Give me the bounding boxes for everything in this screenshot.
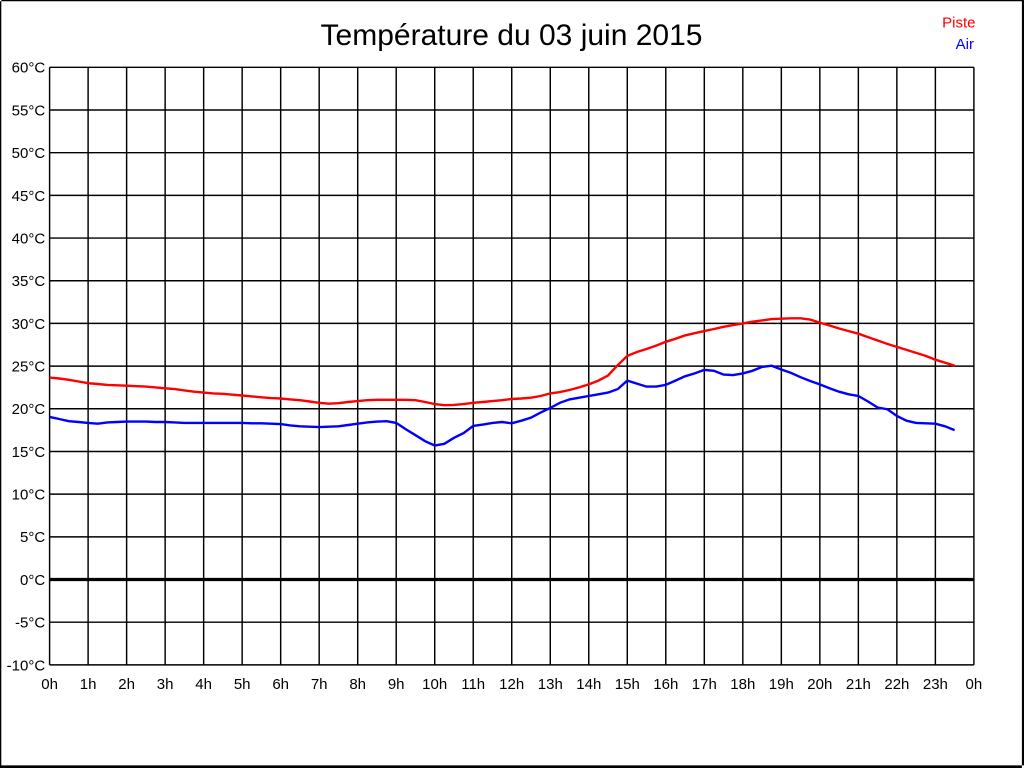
svg-text:5h: 5h xyxy=(234,676,251,693)
svg-text:15h: 15h xyxy=(615,676,640,693)
svg-text:Air: Air xyxy=(956,36,974,53)
svg-text:12h: 12h xyxy=(499,676,524,693)
svg-text:8h: 8h xyxy=(349,676,366,693)
svg-text:0°C: 0°C xyxy=(20,572,45,589)
svg-text:11h: 11h xyxy=(461,676,485,693)
svg-text:60°C: 60°C xyxy=(12,60,46,77)
svg-text:14h: 14h xyxy=(576,676,601,693)
svg-text:18h: 18h xyxy=(730,676,755,693)
svg-text:35°C: 35°C xyxy=(12,273,46,290)
svg-text:-10°C: -10°C xyxy=(7,657,46,674)
svg-text:-5°C: -5°C xyxy=(15,615,45,632)
svg-text:25°C: 25°C xyxy=(12,359,46,376)
svg-text:45°C: 45°C xyxy=(12,188,46,205)
svg-text:4h: 4h xyxy=(195,676,212,693)
svg-text:3h: 3h xyxy=(157,676,174,693)
svg-text:21h: 21h xyxy=(846,676,871,693)
svg-text:20°C: 20°C xyxy=(12,401,46,418)
svg-text:20h: 20h xyxy=(807,676,832,693)
svg-text:10°C: 10°C xyxy=(12,487,46,504)
svg-text:30°C: 30°C xyxy=(12,316,46,333)
svg-text:5°C: 5°C xyxy=(20,529,45,546)
svg-text:6h: 6h xyxy=(272,676,289,693)
svg-text:13h: 13h xyxy=(538,676,563,693)
svg-text:0h: 0h xyxy=(966,676,983,693)
svg-text:7h: 7h xyxy=(311,676,328,693)
svg-text:17h: 17h xyxy=(692,676,717,693)
svg-text:23h: 23h xyxy=(923,676,948,693)
svg-text:Température du 03 juin 2015: Température du 03 juin 2015 xyxy=(321,19,703,52)
svg-text:2h: 2h xyxy=(118,676,135,693)
svg-text:15°C: 15°C xyxy=(12,444,46,461)
svg-text:1h: 1h xyxy=(80,676,97,693)
svg-text:Piste: Piste xyxy=(942,14,975,31)
svg-text:10h: 10h xyxy=(422,676,447,693)
svg-text:50°C: 50°C xyxy=(12,145,46,162)
svg-text:19h: 19h xyxy=(769,676,794,693)
svg-text:55°C: 55°C xyxy=(12,102,46,119)
svg-text:16h: 16h xyxy=(653,676,678,693)
svg-text:0h: 0h xyxy=(41,676,58,693)
svg-text:9h: 9h xyxy=(388,676,405,693)
svg-text:40°C: 40°C xyxy=(12,230,46,247)
svg-text:22h: 22h xyxy=(884,676,909,693)
